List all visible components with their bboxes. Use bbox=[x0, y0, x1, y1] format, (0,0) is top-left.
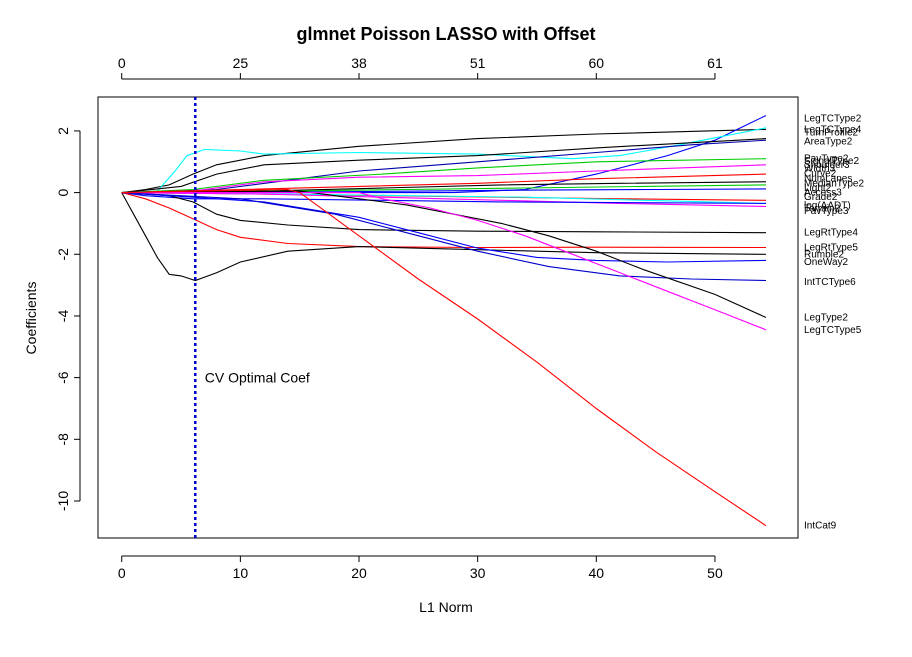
y-tick-label: -2 bbox=[55, 248, 71, 261]
series-end-label: OneWay2 bbox=[804, 257, 849, 268]
series-end-label: LegTCType2 bbox=[804, 114, 862, 125]
coef-path-legtctype5 bbox=[121, 192, 767, 331]
x-tick-label: 20 bbox=[351, 565, 367, 581]
top-tick-label: 51 bbox=[470, 55, 486, 71]
plot-frame bbox=[97, 96, 799, 539]
x-tick-label: 50 bbox=[707, 565, 723, 581]
coef-path-series-14 bbox=[121, 192, 767, 208]
series-end-label: Grade2 bbox=[804, 192, 838, 203]
series-end-label: PavType2 bbox=[804, 154, 849, 165]
series-end-label: LegTCType5 bbox=[804, 325, 862, 336]
coef-path-legrttype4 bbox=[121, 192, 767, 234]
series-end-label: Access3 bbox=[804, 188, 842, 199]
series-end-label: log(AADT) bbox=[804, 201, 851, 212]
x-axis-label: L1 Norm bbox=[419, 599, 473, 615]
series-end-label: Light2 bbox=[804, 183, 832, 194]
series-end-label: MedianType2 bbox=[804, 178, 864, 189]
series-end-label: SignalType2 bbox=[804, 156, 859, 167]
x-tick-label: 10 bbox=[233, 565, 249, 581]
coef-path-legtype2 bbox=[121, 190, 767, 319]
coef-path-legrttype5 bbox=[121, 192, 767, 249]
series-end-label: LegTCType4 bbox=[804, 124, 862, 135]
x-tick-label: 0 bbox=[118, 565, 126, 581]
cv-optimal-annotation: CV Optimal Coef bbox=[205, 370, 310, 386]
y-tick-label: 2 bbox=[55, 127, 71, 135]
coef-path-series-3 bbox=[121, 127, 767, 194]
coef-path-series-6 bbox=[121, 158, 767, 194]
right-labels-layer: LegTCType2LegTCType4TurnProfile2AreaType… bbox=[804, 114, 864, 532]
coef-path-intcat9 bbox=[121, 188, 767, 527]
series-end-label: LegType2 bbox=[804, 313, 848, 324]
series-end-label: Width3 bbox=[804, 164, 836, 175]
coef-path-series-8 bbox=[121, 173, 767, 194]
x-tick-label: 30 bbox=[470, 565, 486, 581]
series-end-label: AreaType2 bbox=[804, 137, 853, 148]
coef-path-series-2 bbox=[121, 115, 767, 194]
series-end-label: LegRtType5 bbox=[804, 242, 858, 253]
series-end-label: NumLanes bbox=[804, 174, 852, 185]
y-tick-label: 0 bbox=[55, 188, 71, 196]
coef-path-series-15 bbox=[121, 192, 767, 204]
top-tick-label: 0 bbox=[118, 55, 126, 71]
chart-title: glmnet Poisson LASSO with Offset bbox=[296, 24, 595, 44]
y-tick-label: -10 bbox=[55, 491, 71, 511]
series-end-label: TurnProfile2 bbox=[804, 127, 859, 138]
series-end-label: Terrain2 bbox=[804, 204, 841, 215]
y-tick-label: -4 bbox=[55, 310, 71, 323]
series-end-label: IntTCType6 bbox=[804, 277, 856, 288]
series-end-label: PavType3 bbox=[804, 206, 849, 217]
series-end-label: Curve2 bbox=[804, 168, 837, 179]
series-end-label: Rumble2 bbox=[804, 249, 844, 260]
y-tick-label: -6 bbox=[55, 371, 71, 384]
coef-path-oneway2 bbox=[121, 192, 767, 263]
series-end-label: Shoulder3 bbox=[804, 160, 850, 171]
coef-path-rumble2 bbox=[121, 192, 767, 282]
x-tick-label: 40 bbox=[589, 565, 605, 581]
top-tick-label: 61 bbox=[707, 55, 723, 71]
series-end-label: IntCat9 bbox=[804, 521, 837, 532]
coef-path-legtctype2 bbox=[121, 128, 767, 194]
y-axis-label: Coefficients bbox=[23, 282, 39, 355]
coef-path-inttctype6 bbox=[121, 192, 767, 282]
top-tick-label: 25 bbox=[233, 55, 249, 71]
coef-path-areatype2 bbox=[121, 138, 767, 194]
coef-path-series-7 bbox=[121, 164, 767, 194]
top-tick-label: 60 bbox=[589, 55, 605, 71]
series-end-label: LegRtType4 bbox=[804, 228, 858, 239]
top-tick-label: 38 bbox=[351, 55, 367, 71]
y-tick-label: -8 bbox=[55, 433, 71, 446]
coef-path-series-5 bbox=[121, 139, 767, 194]
series-layer bbox=[121, 115, 767, 527]
